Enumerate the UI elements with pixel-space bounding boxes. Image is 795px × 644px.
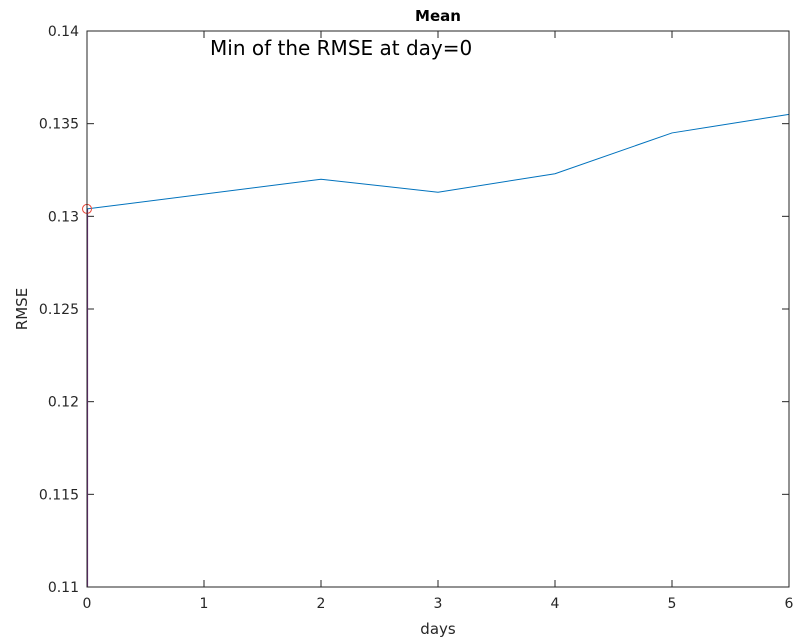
y-tick-label: 0.11 bbox=[48, 580, 79, 596]
axes-box bbox=[86, 30, 790, 588]
x-tick-label: 3 bbox=[434, 596, 443, 612]
y-tick-label: 0.14 bbox=[48, 24, 79, 40]
chart-title: Mean bbox=[415, 7, 461, 25]
x-tick-label: 0 bbox=[83, 596, 92, 612]
y-tick-label: 0.13 bbox=[48, 209, 79, 225]
y-axis-label: RMSE bbox=[13, 288, 31, 330]
x-tick-label: 4 bbox=[551, 596, 560, 612]
y-tick-label: 0.125 bbox=[39, 302, 79, 318]
series-line bbox=[86, 113, 790, 210]
y-tick-label: 0.12 bbox=[48, 395, 79, 411]
x-tick-label: 1 bbox=[200, 596, 209, 612]
x-axis-label: days bbox=[420, 620, 456, 638]
y-tick-label: 0.115 bbox=[39, 487, 79, 503]
x-tick-label: 2 bbox=[317, 596, 326, 612]
x-tick-label: 6 bbox=[785, 596, 794, 612]
plot-layer bbox=[82, 113, 790, 587]
x-tick-label: 5 bbox=[668, 596, 677, 612]
ticks-layer: 0 1 2 3 4 5 6 0.11 0.115 0.12 0.125 0.13 0.135 0.14 bbox=[39, 24, 794, 612]
y-tick-label: 0.135 bbox=[39, 117, 79, 133]
min-annotation: Min of the RMSE at day=0 bbox=[210, 36, 472, 60]
